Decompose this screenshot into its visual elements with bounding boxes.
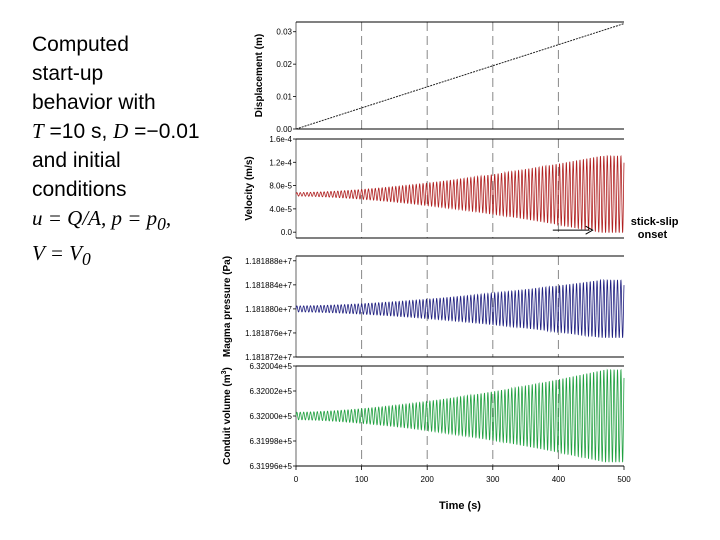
- annotation-stick-slip: stick-slip: [631, 216, 679, 228]
- x-tick-label: 100: [355, 475, 369, 484]
- caption-text: start-up: [32, 62, 104, 85]
- y-axis-label: Displacement (m): [254, 34, 265, 117]
- caption-text: ,: [165, 206, 172, 230]
- x-tick-label: 200: [421, 475, 435, 484]
- y-tick-label: 0.00: [276, 125, 292, 134]
- caption-text: =10 s,: [43, 120, 114, 143]
- y-tick-label: 0.01: [276, 93, 292, 102]
- y-tick-label: 1.181880e+7: [245, 305, 292, 314]
- caption-subscript: 0: [81, 249, 91, 270]
- y-axis-label: Magma pressure (Pa): [222, 256, 233, 357]
- y-tick-label: 1.181872e+7: [245, 353, 292, 362]
- caption-symbol: V: [69, 241, 82, 266]
- y-tick-label: 1.181876e+7: [245, 329, 292, 338]
- y-tick-label: 6.32000e+5: [250, 412, 293, 421]
- y-axis-label: Conduit volume (m3): [221, 367, 233, 465]
- annotation-arrow-head: [585, 225, 594, 235]
- caption-symbol: u: [32, 206, 43, 230]
- y-tick-label: 1.6e-4: [269, 135, 292, 144]
- caption-text: =: [44, 241, 70, 266]
- caption-text: =−0.01: [128, 120, 200, 143]
- caption-text: Computed: [32, 33, 129, 56]
- x-tick-label: 400: [552, 475, 566, 484]
- velocity-series-line: [295, 154, 625, 233]
- y-axis-label: Velocity (m/s): [244, 156, 255, 220]
- caption-symbol: p: [111, 206, 123, 230]
- caption-line: V = V0: [32, 239, 232, 274]
- x-tick-label: 0: [294, 475, 299, 484]
- caption-symbol: T: [32, 119, 44, 143]
- caption-text: behavior with: [32, 91, 156, 114]
- caption-line: conditions: [32, 175, 232, 204]
- x-axis-label: Time (s): [439, 500, 481, 512]
- y-tick-label: 6.32004e+5: [250, 362, 293, 371]
- caption-text: conditions: [32, 178, 127, 201]
- y-tick-label: 0.03: [276, 28, 292, 37]
- caption-symbol: V: [32, 241, 45, 266]
- caption-text: =: [42, 206, 68, 230]
- caption-line: Computed: [32, 30, 232, 59]
- y-tick-label: 1.181888e+7: [245, 257, 292, 266]
- y-tick-label: 8.0e-5: [269, 182, 292, 191]
- y-tick-label: 6.31998e+5: [250, 437, 293, 446]
- caption-text: and initial: [32, 149, 121, 172]
- caption-text: ,: [101, 206, 112, 230]
- caption-line: and initial: [32, 146, 232, 175]
- x-tick-label: 500: [617, 475, 631, 484]
- y-tick-label: 6.31996e+5: [250, 462, 293, 471]
- x-tick-label: 300: [486, 475, 500, 484]
- caption-symbol: Q/A: [67, 206, 101, 230]
- caption-line: T =10 s, D =−0.01: [32, 117, 232, 146]
- y-tick-label: 6.32002e+5: [250, 387, 293, 396]
- caption-line: start-up: [32, 59, 232, 88]
- caption-line: u = Q/A, p = p0,: [32, 204, 232, 239]
- caption-symbol: D: [113, 119, 129, 143]
- caption-symbol: p: [146, 206, 158, 230]
- caption-text: =: [122, 206, 147, 230]
- caption-subscript: 0: [157, 214, 166, 235]
- volume-series-line: [295, 368, 625, 463]
- caption: Computed start-up behavior with T =10 s,…: [32, 30, 232, 274]
- y-tick-label: 0.0: [281, 228, 293, 237]
- y-tick-label: 1.181884e+7: [245, 281, 292, 290]
- y-tick-label: 4.0e-5: [269, 205, 292, 214]
- caption-line: behavior with: [32, 88, 232, 117]
- annotation-onset: onset: [638, 229, 668, 241]
- y-tick-label: 1.2e-4: [269, 158, 292, 167]
- y-tick-label: 0.02: [276, 60, 292, 69]
- displacement-line: [295, 23, 625, 130]
- pressure-series-line: [295, 278, 625, 338]
